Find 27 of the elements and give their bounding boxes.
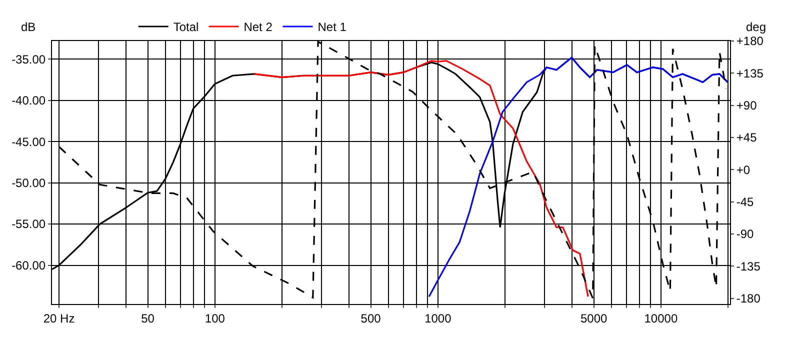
legend-label: Total xyxy=(173,20,199,34)
y-tick-label: -50.00 xyxy=(12,176,46,190)
y2-tick-label: +135 xyxy=(736,66,764,80)
x-tick-label: 1000 xyxy=(424,311,452,326)
y2-tick-label: +0 xyxy=(736,162,750,177)
x-tick-label: 10000 xyxy=(644,311,678,326)
y2-tick-label: -180 xyxy=(736,291,761,306)
x-tick-label: 500 xyxy=(360,311,382,326)
x-tick-label: 20 Hz xyxy=(43,311,75,326)
y-tick-label: -40.00 xyxy=(12,94,46,108)
y-tick-label: -55.00 xyxy=(12,217,46,232)
legend-label: Net 1 xyxy=(318,20,347,34)
y2-tick-label: -45 xyxy=(736,195,754,209)
y2-axis-title: deg xyxy=(746,20,766,34)
y2-tick-label: +180 xyxy=(736,34,764,48)
y-tick-label: -60.00 xyxy=(12,258,46,272)
y2-tick-label: -90 xyxy=(736,227,754,242)
y-axis-title: dB xyxy=(21,20,36,34)
legend-label: Net 2 xyxy=(244,20,273,34)
y2-tick-label: +90 xyxy=(736,98,758,113)
y-tick-label: -35.00 xyxy=(12,52,46,66)
y2-tick-label: -135 xyxy=(736,259,761,274)
x-tick-label: 5000 xyxy=(580,311,608,326)
y-tick-label: -45.00 xyxy=(12,134,46,149)
x-tick-label: 50 xyxy=(141,311,155,326)
x-tick-label: 100 xyxy=(204,311,226,326)
y2-tick-label: +45 xyxy=(736,130,758,145)
